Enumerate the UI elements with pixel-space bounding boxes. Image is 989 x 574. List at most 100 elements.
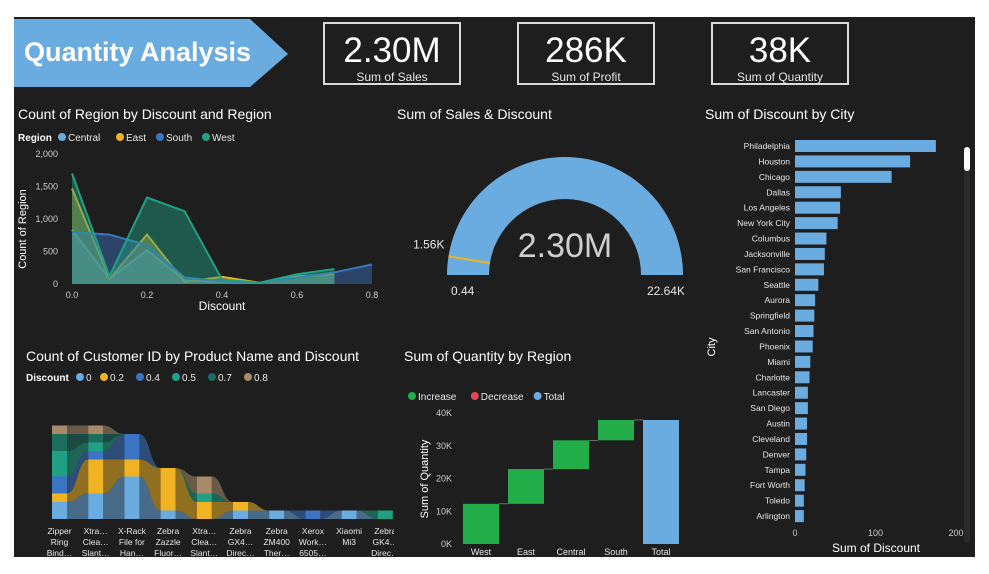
x-tick-label: Work…	[299, 537, 327, 547]
ribbon-bar-segment	[52, 493, 67, 502]
x-tick-label: Bind…	[47, 548, 73, 557]
x-tick-label: 100	[868, 528, 883, 538]
city-bar	[795, 170, 892, 183]
legend-marker	[408, 392, 416, 400]
city-bar	[795, 479, 805, 492]
ribbon-bar-segment	[160, 468, 176, 511]
x-tick-label: 6505…	[299, 548, 326, 557]
legend-item: 0.2	[110, 373, 124, 384]
legend-item: West	[212, 133, 235, 144]
ribbon-band	[67, 442, 89, 477]
legend-item: Increase	[418, 392, 457, 403]
waterfall-bar	[598, 419, 634, 441]
legend-item: South	[166, 133, 192, 144]
gauge-chart[interactable]: 1.56K 2.30M 0.44 22.64K	[389, 125, 684, 295]
legend-title: Discount	[26, 373, 69, 384]
x-tick-label: File for	[119, 537, 145, 547]
kpi-card-quantity[interactable]: 38K Sum of Quantity	[711, 22, 849, 85]
y-tick-label: Denver	[763, 449, 791, 459]
city-bar	[795, 340, 813, 353]
ribbon-band	[103, 459, 125, 494]
city-chart-title: Sum of Discount by City	[705, 106, 855, 122]
city-bar	[795, 247, 825, 260]
x-tick-label: South	[604, 547, 628, 557]
legend-marker	[58, 133, 66, 141]
series-area-east	[72, 188, 335, 284]
series-area-central	[72, 230, 335, 284]
waterfall-title: Sum of Quantity by Region	[404, 348, 572, 364]
y-tick-label: Dallas	[766, 187, 790, 197]
ribbon-band	[103, 476, 125, 519]
y-tick-label: San Francisco	[736, 264, 791, 274]
gauge-target-label: 1.56K	[413, 237, 444, 251]
city-bar	[795, 201, 841, 214]
y-tick-label: Springfield	[750, 311, 790, 321]
y-tick-label: Fort Worth	[750, 480, 790, 490]
x-tick-label: Ring	[51, 537, 69, 547]
x-tick-label: 200	[948, 528, 963, 538]
ribbon-bar-segment	[196, 493, 212, 502]
legend-item: 0.4	[146, 373, 160, 384]
legend-marker	[470, 392, 479, 400]
legend-item: Total	[544, 392, 565, 403]
y-tick-label: 30K	[436, 441, 452, 451]
legend-marker	[244, 373, 252, 381]
kpi-card-profit[interactable]: 286K Sum of Profit	[517, 22, 655, 85]
x-tick-label: Slant…	[190, 548, 218, 557]
waterfall-bar	[463, 503, 499, 544]
y-axis-label: Count of Region	[17, 189, 29, 269]
ribbon-band	[67, 425, 89, 434]
x-tick-label: X-Rack	[118, 526, 147, 536]
scrollbar-thumb[interactable]	[964, 147, 970, 171]
ribbon-bar-segment	[88, 459, 104, 494]
legend-marker	[202, 133, 210, 141]
legend-title: Region	[18, 133, 52, 144]
x-tick-label: Xtra…	[192, 526, 216, 536]
area-chart[interactable]: Region Central East South West 0 500 1,000 1,500…	[14, 125, 389, 317]
ribbon-bar-segment	[88, 434, 104, 443]
ribbon-band	[248, 502, 270, 511]
gauge-max-label: 22.64K	[647, 284, 684, 295]
kpi-card-sales[interactable]: 2.30M Sum of Sales	[323, 22, 461, 85]
ribbon-bar-segment	[233, 502, 248, 511]
city-bar	[795, 463, 806, 476]
city-bar	[795, 294, 816, 307]
legend-item: East	[126, 133, 146, 144]
y-tick-label: Aurora	[764, 295, 790, 305]
city-bar-chart[interactable]: Philadelphia Houston Chicago Dallas Los Ange…	[694, 125, 975, 557]
legend-item: 0	[86, 373, 92, 384]
x-tick-label: Xtra…	[84, 526, 108, 536]
x-tick-label: Han…	[120, 548, 144, 557]
y-tick-label: 1,500	[35, 182, 58, 192]
ribbon-band	[175, 468, 197, 502]
x-tick-label: 0.0	[66, 290, 79, 300]
ribbon-band	[139, 476, 161, 519]
ribbon-band	[103, 434, 125, 460]
x-tick-label: Zebra	[374, 526, 394, 536]
x-tick-label: Clea…	[83, 537, 109, 547]
x-tick-label: 0.6	[291, 290, 304, 300]
ribbon-bar-segment	[233, 510, 248, 519]
scrollbar-track[interactable]	[964, 147, 970, 543]
y-tick-label: 0K	[441, 539, 452, 549]
y-tick-label: Arlington	[756, 511, 790, 521]
ribbon-bar-segment	[52, 451, 67, 477]
x-tick-label: Zipper	[47, 526, 71, 536]
legend-marker	[100, 373, 108, 381]
x-tick-label: Slant…	[82, 548, 110, 557]
city-bar	[795, 386, 808, 399]
y-tick-label: Miami	[767, 357, 790, 367]
y-tick-label: Jacksonville	[744, 249, 790, 259]
y-tick-label: Chicago	[759, 172, 790, 182]
y-tick-label: Los Angeles	[744, 203, 790, 213]
x-tick-label: Mi3	[342, 537, 356, 547]
area-chart-title: Count of Region by Discount and Region	[18, 106, 272, 122]
ribbon-band	[284, 510, 306, 519]
y-tick-label: Cleveland	[752, 434, 790, 444]
waterfall-bar	[508, 469, 544, 504]
waterfall-chart[interactable]: Increase Decrease Total 0K 10K 20K 30K 40K Sum o…	[394, 367, 694, 557]
y-tick-label: Tampa	[764, 465, 790, 475]
ribbon-band	[103, 434, 125, 451]
city-bar	[795, 325, 814, 338]
